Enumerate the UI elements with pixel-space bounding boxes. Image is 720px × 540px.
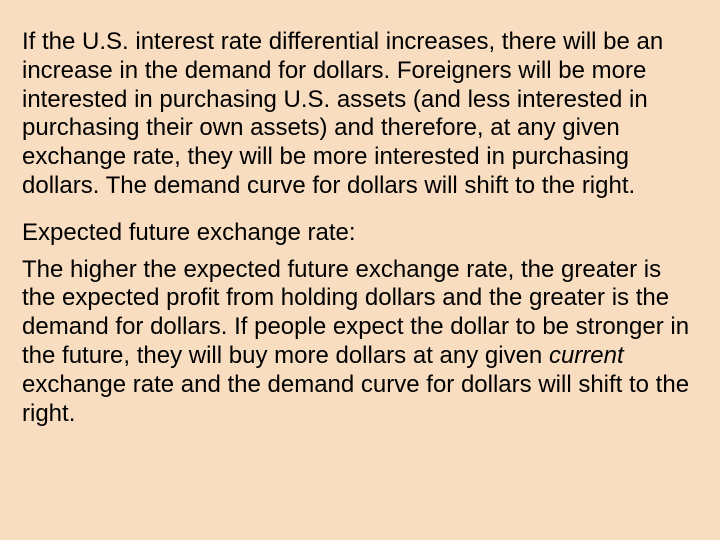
paragraph-interest-differential: If the U.S. interest rate differential i… [22,28,698,201]
subhead-expected-future: Expected future exchange rate: [22,219,698,248]
paragraph-expected-future-italic: current [549,342,624,369]
slide-container: If the U.S. interest rate differential i… [0,0,720,540]
paragraph-expected-future: The higher the expected future exchange … [22,256,698,429]
paragraph-expected-future-post: exchange rate and the demand curve for d… [22,371,689,427]
